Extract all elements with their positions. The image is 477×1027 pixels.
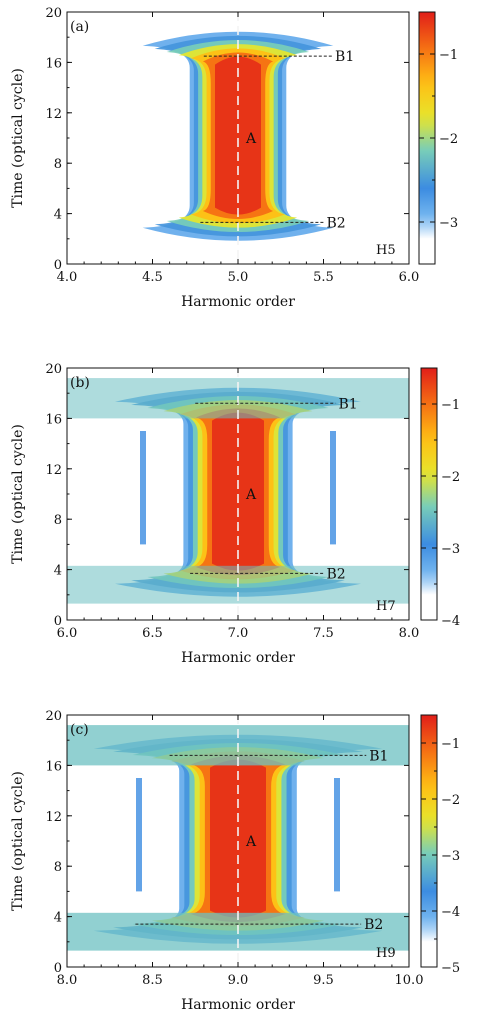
- colorbar-tick-label: −2: [441, 470, 460, 485]
- y-axis-label: Time (optical cycle): [10, 771, 26, 911]
- panel-label: (c): [70, 722, 89, 738]
- panel-2: B1 B2 A (b) H7 6.0 6.5 7.0 7.5 8.0 0 4 8 12 16 20 Harmon…: [10, 362, 460, 666]
- y-axis-label: Time (optical cycle): [10, 68, 26, 208]
- y-tick-label: 12: [45, 107, 62, 122]
- side-edge: [334, 778, 340, 892]
- panel-label: (a): [70, 19, 89, 35]
- x-tick-label: 8.5: [142, 973, 163, 988]
- annotation-label-b1: B1: [335, 49, 354, 65]
- y-tick-label: 16: [45, 759, 62, 774]
- x-tick-label: 6.0: [57, 626, 78, 641]
- x-tick-label: 5.5: [313, 270, 334, 285]
- x-tick-label: 4.0: [57, 270, 78, 285]
- colorbar-tick-label: −1: [441, 398, 460, 413]
- annotation-label-b1: B1: [338, 396, 357, 412]
- y-tick-label: 20: [45, 6, 62, 21]
- x-tick-label: 9.0: [228, 973, 249, 988]
- panel-1: B1 B2 A (a) H5 4.0 4.5 5.0 5.5 6.0 0 4 8 12 16 20 Harmon…: [10, 6, 458, 310]
- x-tick-label: 7.5: [313, 626, 334, 641]
- colorbar-tick-label: −3: [441, 849, 460, 864]
- intensity-level-7: [210, 759, 266, 918]
- annotation-label-b2: B2: [327, 566, 346, 582]
- x-tick-label: 8.0: [57, 973, 78, 988]
- x-tick-label: 10.0: [395, 973, 424, 988]
- y-tick-label: 4: [54, 208, 62, 223]
- side-edge: [330, 431, 336, 545]
- x-tick-label: 9.5: [313, 973, 334, 988]
- intensity-level-7: [212, 412, 264, 571]
- x-axis-label: Harmonic order: [181, 294, 295, 310]
- region-label: A: [245, 834, 257, 850]
- x-tick-label: 5.0: [228, 270, 249, 285]
- colorbar-tick-label: −3: [441, 542, 460, 557]
- colorbar-tick-label: −4: [441, 905, 460, 920]
- y-tick-label: 16: [45, 412, 62, 427]
- colorbar-tick-label: −1: [439, 48, 458, 63]
- x-tick-label: 7.0: [228, 626, 249, 641]
- annotation-label-b2: B2: [327, 215, 346, 231]
- y-tick-label: 12: [45, 463, 62, 478]
- region-label: A: [245, 131, 257, 147]
- harmonic-label: H5: [376, 243, 396, 258]
- x-axis-label: Harmonic order: [181, 997, 295, 1013]
- annotation-label-b1: B1: [369, 748, 388, 764]
- colorbar-tick-label: −4: [441, 614, 460, 629]
- heatmap-1: [67, 12, 409, 264]
- y-tick-label: 0: [54, 258, 62, 273]
- colorbar-tick-label: −2: [439, 132, 458, 147]
- y-tick-label: 4: [54, 564, 62, 579]
- y-axis-label: Time (optical cycle): [10, 424, 26, 564]
- y-tick-label: 20: [45, 362, 62, 377]
- harmonic-label: H9: [376, 946, 396, 961]
- x-tick-label: 4.5: [142, 270, 163, 285]
- colorbar-tick-label: −2: [441, 793, 460, 808]
- colorbar: [420, 714, 438, 968]
- y-tick-label: 8: [54, 513, 62, 528]
- panel-3: B1 B2 A (c) H9 8.0 8.5 9.0 9.5 10.0 0 4 8 12 16 20 Harmo…: [10, 709, 460, 1013]
- y-tick-label: 12: [45, 810, 62, 825]
- y-tick-label: 0: [54, 961, 62, 976]
- side-edge: [136, 778, 142, 892]
- region-label: A: [245, 487, 257, 503]
- y-tick-label: 0: [54, 614, 62, 629]
- annotation-label-b2: B2: [364, 917, 383, 933]
- panel-label: (b): [70, 375, 90, 391]
- colorbar-tick-label: −1: [441, 737, 460, 752]
- x-axis-label: Harmonic order: [181, 650, 295, 666]
- side-edge: [140, 431, 146, 545]
- x-tick-label: 6.0: [399, 270, 420, 285]
- intensity-level-7: [215, 56, 261, 215]
- y-tick-label: 8: [54, 860, 62, 875]
- y-tick-label: 16: [45, 56, 62, 71]
- harmonic-label: H7: [376, 599, 396, 614]
- y-tick-label: 4: [54, 911, 62, 926]
- x-tick-label: 8.0: [399, 626, 420, 641]
- colorbar-tick-label: −3: [439, 216, 458, 231]
- colorbar-tick-label: −5: [441, 961, 460, 976]
- x-tick-label: 6.5: [142, 626, 163, 641]
- y-tick-label: 20: [45, 709, 62, 724]
- colorbar: [420, 367, 438, 621]
- y-tick-label: 8: [54, 157, 62, 172]
